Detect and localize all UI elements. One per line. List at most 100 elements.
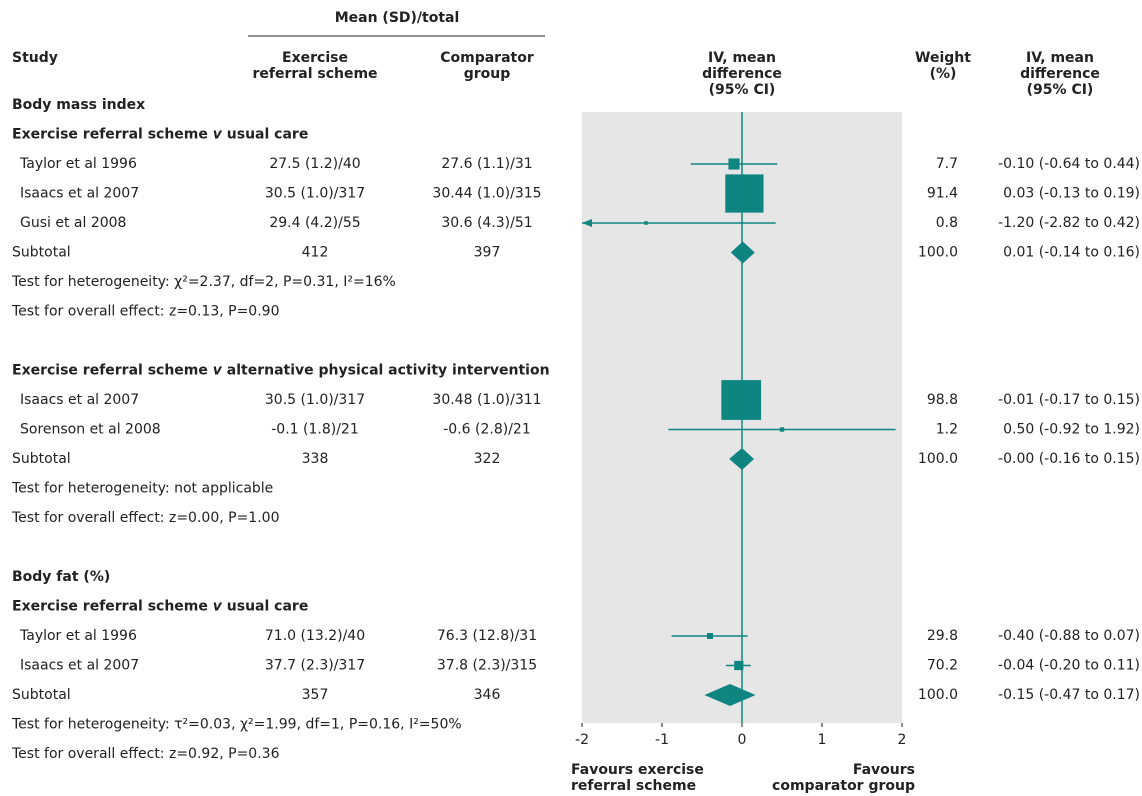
comp-header: group <box>464 66 511 82</box>
subtotal-weight: 100.0 <box>918 687 958 703</box>
study-name: Isaacs et al 2007 <box>20 658 139 674</box>
x-tick-label: -2 <box>575 732 589 748</box>
subtotal-diamond <box>729 448 754 470</box>
weight-header: (%) <box>930 66 957 82</box>
comparison-title: Exercise referral scheme v usual care <box>12 127 308 143</box>
ci-header: IV, mean <box>1026 50 1094 66</box>
ci-header: difference <box>1020 66 1100 82</box>
comparison-title-part: Exercise referral scheme <box>12 127 213 143</box>
subtotal-label: Subtotal <box>12 245 71 261</box>
study-box <box>779 427 785 432</box>
x-tick-label: -1 <box>655 732 669 748</box>
weight-value: 29.8 <box>927 628 958 644</box>
study-box <box>644 221 648 225</box>
heterogeneity-test: Test for heterogeneity: χ²=2.37, df=2, P… <box>11 274 396 290</box>
exp-value: -0.1 (1.8)/21 <box>271 422 359 438</box>
comp-value: 30.6 (4.3)/51 <box>441 215 532 231</box>
subtotal-label: Subtotal <box>12 451 71 467</box>
outcome-title: Body fat (%) <box>12 569 110 585</box>
exp-value: 30.5 (1.0)/317 <box>265 186 365 202</box>
study-box <box>725 174 764 213</box>
study-name: Sorenson et al 2008 <box>20 422 161 438</box>
comparison-title: Exercise referral scheme v usual care <box>12 599 308 615</box>
subtotal-exp: 357 <box>302 687 329 703</box>
plot-header: difference <box>702 66 782 82</box>
comparison-title-part: v <box>213 599 223 615</box>
comp-header: Comparator <box>440 50 534 66</box>
subtotal-ci: -0.15 (-0.47 to 0.17) <box>998 687 1140 703</box>
comp-value: -0.6 (2.8)/21 <box>443 422 531 438</box>
ci-value: -0.40 (-0.88 to 0.07) <box>998 628 1140 644</box>
exp-header: Exercise <box>282 50 348 66</box>
comp-value: 27.6 (1.1)/31 <box>441 156 532 172</box>
study-name: Taylor et al 1996 <box>19 628 137 644</box>
ci-value: -0.10 (-0.64 to 0.44) <box>998 156 1140 172</box>
ci-value: 0.03 (-0.13 to 0.19) <box>1003 186 1140 202</box>
subtotal-diamond <box>730 241 755 264</box>
subtotal-comp: 397 <box>474 245 501 261</box>
favours-left: referral scheme <box>571 778 696 794</box>
weight-value: 98.8 <box>927 392 958 408</box>
ci-value: 0.50 (-0.92 to 1.92) <box>1003 422 1140 438</box>
plot-header: (95% CI) <box>709 82 776 98</box>
heterogeneity-test: Test for heterogeneity: not applicable <box>11 481 273 497</box>
subtotal-ci: 0.01 (-0.14 to 0.16) <box>1003 245 1140 261</box>
favours-left: Favours exercise <box>571 762 704 778</box>
ci-value: -0.01 (-0.17 to 0.15) <box>998 392 1140 408</box>
overall-effect-test: Test for overall effect: z=0.92, P=0.36 <box>11 746 280 762</box>
comparison-title-part: v <box>213 127 223 143</box>
overall-effect-test: Test for overall effect: z=0.13, P=0.90 <box>11 304 279 320</box>
favours-right: comparator group <box>772 778 915 794</box>
study-box <box>721 380 762 420</box>
outcome-title: Body mass index <box>12 97 145 113</box>
weight-value: 0.8 <box>936 215 958 231</box>
subtotal-exp: 338 <box>302 451 329 467</box>
subtotal-ci: -0.00 (-0.16 to 0.15) <box>998 451 1140 467</box>
exp-value: 27.5 (1.2)/40 <box>269 156 360 172</box>
study-header: Study <box>12 50 58 66</box>
weight-value: 1.2 <box>936 422 958 438</box>
x-tick-label: 1 <box>818 732 827 748</box>
exp-value: 29.4 (4.2)/55 <box>269 215 360 231</box>
weight-value: 91.4 <box>927 186 958 202</box>
exp-value: 37.7 (2.3)/317 <box>265 658 365 674</box>
ci-value: -1.20 (-2.82 to 0.42) <box>998 215 1140 231</box>
study-box <box>706 632 714 640</box>
subtotal-comp: 322 <box>474 451 501 467</box>
study-box <box>728 158 740 170</box>
comparison-title-part: alternative physical activity interventi… <box>222 363 550 379</box>
study-name: Isaacs et al 2007 <box>20 186 139 202</box>
ci-value: -0.04 (-0.20 to 0.11) <box>998 658 1140 674</box>
comparison-title: Exercise referral scheme v alternative p… <box>12 363 550 379</box>
group-header: Mean (SD)/total <box>335 10 460 26</box>
comp-value: 30.44 (1.0)/315 <box>432 186 541 202</box>
exp-header: referral scheme <box>252 66 377 82</box>
ci-header: (95% CI) <box>1027 82 1094 98</box>
comp-value: 30.48 (1.0)/311 <box>432 392 541 408</box>
x-tick-label: 2 <box>898 732 907 748</box>
comparison-title-part: v <box>213 363 223 379</box>
subtotal-diamond <box>704 684 756 706</box>
x-tick-label: 0 <box>738 732 747 748</box>
exp-value: 30.5 (1.0)/317 <box>265 392 365 408</box>
subtotal-comp: 346 <box>474 687 501 703</box>
comp-value: 76.3 (12.8)/31 <box>437 628 537 644</box>
weight-value: 70.2 <box>927 658 958 674</box>
plot-header: IV, mean <box>708 50 776 66</box>
subtotal-exp: 412 <box>302 245 329 261</box>
comp-value: 37.8 (2.3)/315 <box>437 658 537 674</box>
ci-arrow <box>582 219 592 227</box>
weight-value: 7.7 <box>936 156 958 172</box>
comparison-title-part: usual care <box>222 599 308 615</box>
study-name: Taylor et al 1996 <box>19 156 137 172</box>
weight-header: Weight <box>915 50 971 66</box>
heterogeneity-test: Test for heterogeneity: τ²=0.03, χ²=1.99… <box>11 717 462 733</box>
comparison-title-part: usual care <box>222 127 308 143</box>
subtotal-weight: 100.0 <box>918 451 958 467</box>
comparison-title-part: Exercise referral scheme <box>12 363 213 379</box>
comparison-title-part: Exercise referral scheme <box>12 599 213 615</box>
subtotal-weight: 100.0 <box>918 245 958 261</box>
study-name: Gusi et al 2008 <box>20 215 126 231</box>
favours-right: Favours <box>853 762 915 778</box>
